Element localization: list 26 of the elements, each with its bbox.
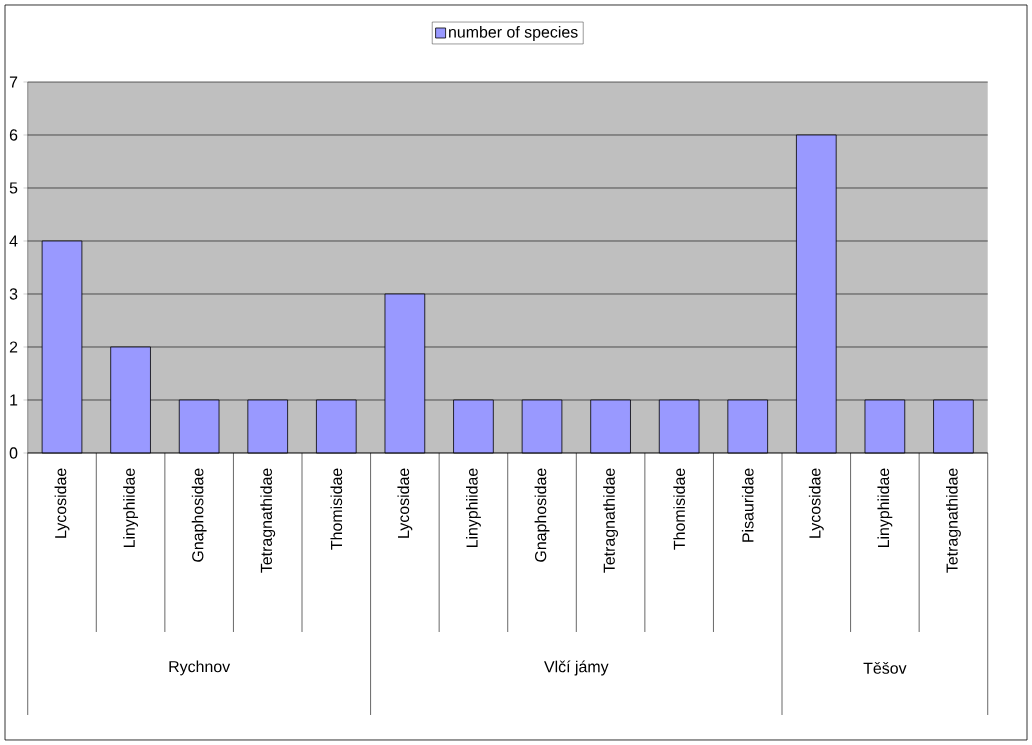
x-tick-label: Linyphiidae xyxy=(123,468,139,548)
legend-label: number of species xyxy=(449,26,578,41)
x-tick-label: Tetragnathidae xyxy=(260,468,276,573)
x-tick-label: Tetragnathidae xyxy=(946,468,961,573)
x-tick-label: Lycosidae xyxy=(54,468,70,538)
x-tick-label: Gnaphosidae xyxy=(191,468,207,562)
y-tick-label: 4 xyxy=(9,235,18,247)
x-tick-label: Pisauridae xyxy=(741,468,754,542)
y-tick-label: 5 xyxy=(9,182,18,194)
text: Těšov xyxy=(863,662,907,674)
text: Rychnov xyxy=(169,660,231,676)
x-tick-label: Gnaphosidae xyxy=(534,468,550,562)
x-tick-label: Tetragnathidae xyxy=(603,468,619,573)
x-tick-label: Lycosidae xyxy=(808,468,824,538)
text: Vlčí jámy xyxy=(544,660,609,676)
y-tick-label: 6 xyxy=(9,129,18,141)
y-tick-label: 3 xyxy=(9,288,18,300)
y-tick-label: 7 xyxy=(9,76,18,88)
y-tick-label: 1 xyxy=(10,394,18,406)
x-tick-label: Linyphiidae xyxy=(466,468,481,548)
x-tick-label: Linyphiidae xyxy=(877,468,893,548)
y-tick-label: 0 xyxy=(9,447,18,459)
x-tick-label: Lycosidae xyxy=(397,468,413,538)
y-tick-label: 2 xyxy=(9,341,18,353)
x-tick-label: Thomisidae xyxy=(673,468,686,550)
x-tick-label: Thomisidae xyxy=(330,468,343,550)
